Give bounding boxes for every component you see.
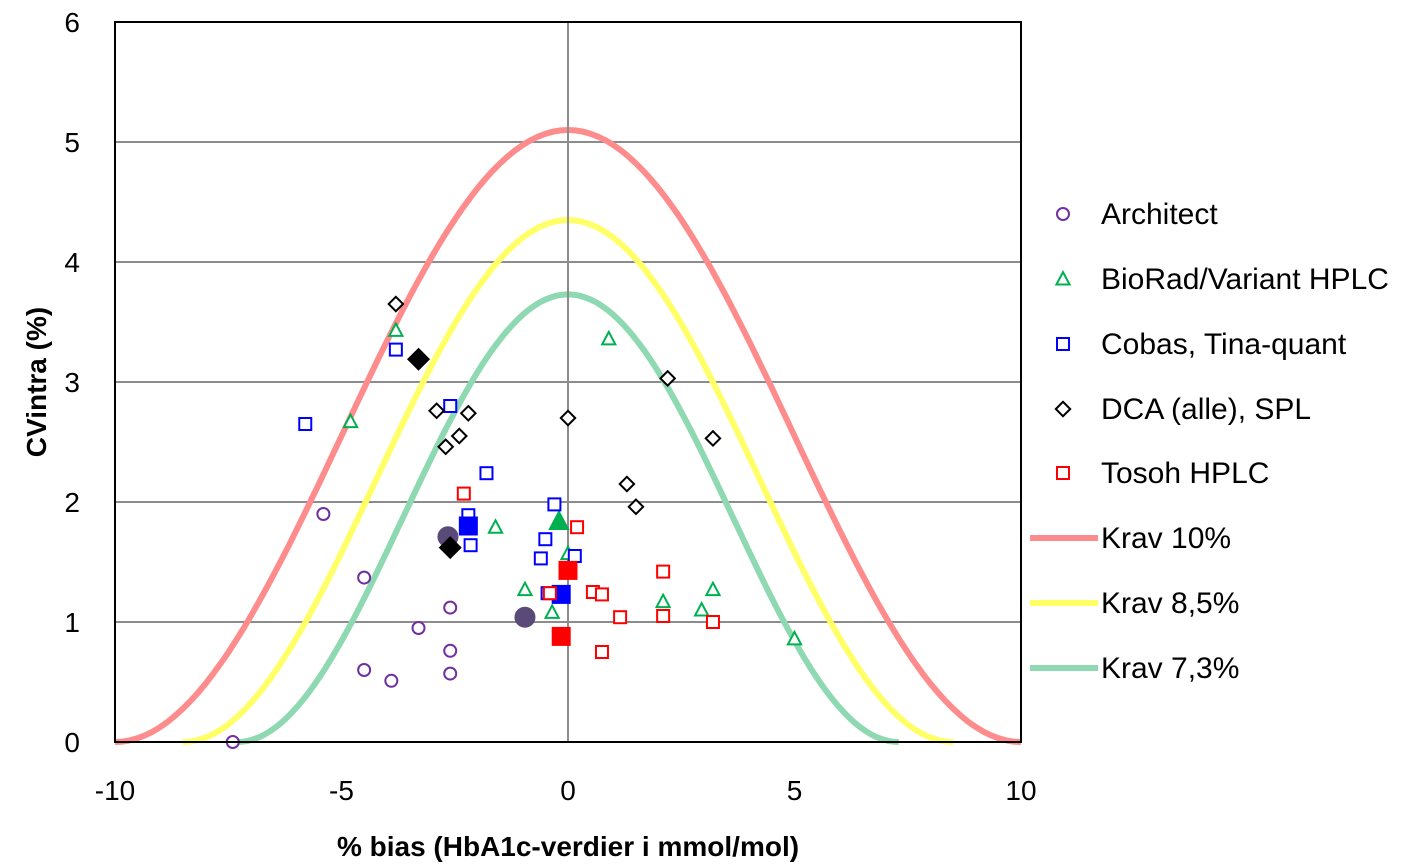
- mean-point: [514, 606, 536, 628]
- legend-label: Krav 10%: [1101, 522, 1231, 555]
- data-point: [656, 564, 671, 579]
- data-point: [450, 427, 468, 445]
- data-point: [463, 538, 478, 553]
- data-point: [479, 466, 494, 481]
- data-point: [443, 666, 458, 681]
- data-point: [342, 412, 359, 429]
- mean-point: [548, 509, 570, 530]
- data-point: [547, 497, 562, 512]
- data-point: [387, 295, 405, 313]
- y-tick-label: 2: [64, 487, 80, 518]
- legend-label: Krav 7,3%: [1101, 652, 1239, 685]
- y-tick-label: 1: [64, 607, 80, 638]
- legend-marker: [1054, 269, 1072, 286]
- legend-marker: [1056, 466, 1070, 480]
- legend-marker: [1056, 337, 1070, 351]
- data-point: [411, 621, 426, 635]
- data-point: [487, 518, 504, 534]
- data-point: [443, 600, 458, 615]
- series-points: [456, 486, 720, 659]
- legend-label: DCA (alle), SPL: [1101, 393, 1311, 426]
- data-point: [357, 663, 372, 677]
- data-point: [659, 369, 677, 388]
- data-point: [298, 417, 313, 431]
- y-tick-label: 5: [64, 127, 80, 158]
- x-tick-label: -5: [329, 775, 354, 806]
- data-point: [538, 532, 553, 547]
- data-point: [594, 587, 609, 602]
- data-point: [693, 600, 710, 617]
- data-point: [543, 603, 561, 619]
- y-tick-label: 3: [64, 367, 80, 398]
- data-point: [437, 438, 455, 456]
- y-tick-labels: 0 1 2 3 4 5 6: [64, 7, 80, 758]
- data-point: [613, 610, 628, 625]
- y-tick-label: 0: [64, 727, 80, 758]
- data-point: [316, 507, 331, 521]
- legend-label: Cobas, Tina-quant: [1101, 328, 1347, 361]
- plot-area-border: [114, 21, 1022, 743]
- series-points: [387, 295, 722, 560]
- data-points: [225, 295, 803, 749]
- data-point: [627, 498, 645, 516]
- data-point: [656, 609, 671, 623]
- data-point: [516, 580, 534, 597]
- y-tick-label: 4: [64, 247, 80, 278]
- data-point: [388, 342, 403, 357]
- legend-label: Tosoh HPLC: [1101, 457, 1269, 490]
- series-points: [342, 321, 803, 646]
- data-point: [704, 580, 722, 597]
- legend-label: Architect: [1101, 198, 1218, 231]
- x-tick-label: 10: [1005, 775, 1036, 806]
- data-point: [600, 329, 618, 346]
- x-tick-label: -10: [95, 775, 135, 806]
- x-tick-label: 5: [787, 775, 803, 806]
- mean-point: [558, 560, 578, 580]
- data-point: [654, 592, 672, 609]
- data-point: [567, 549, 582, 563]
- data-point: [443, 399, 458, 413]
- legend-marker: [1056, 207, 1070, 221]
- data-point: [705, 615, 720, 629]
- data-point: [387, 321, 405, 337]
- legend: Architect BioRad/Variant HPLC Cobas, Tina-…: [1030, 198, 1389, 685]
- y-axis-title: CVintra (%): [21, 307, 52, 457]
- x-axis-title: % bias (HbA1c-verdier i mmol/mol): [337, 831, 799, 862]
- mean-point: [458, 516, 478, 536]
- x-tick-label: 0: [560, 775, 576, 806]
- data-point: [559, 409, 577, 427]
- data-point: [542, 586, 557, 601]
- mean-point: [438, 536, 462, 560]
- legend-marker: [1054, 400, 1072, 418]
- legend-label: Krav 8,5%: [1101, 587, 1239, 620]
- data-point: [384, 673, 399, 688]
- data-point: [570, 520, 585, 535]
- x-tick-labels: -10 -5 0 5 10: [95, 775, 1037, 806]
- data-point: [456, 486, 471, 501]
- data-point: [594, 645, 609, 659]
- series-points: [225, 507, 536, 749]
- data-point: [357, 570, 372, 585]
- legend-label: BioRad/Variant HPLC: [1101, 263, 1389, 296]
- data-point: [533, 551, 548, 566]
- data-point: [704, 429, 722, 448]
- data-point: [428, 402, 446, 420]
- data-point: [443, 643, 458, 658]
- data-point: [618, 475, 636, 493]
- data-point: [786, 629, 803, 646]
- y-tick-label: 6: [64, 7, 80, 38]
- data-point: [459, 404, 477, 422]
- mean-point: [407, 347, 431, 371]
- mean-point: [551, 626, 571, 646]
